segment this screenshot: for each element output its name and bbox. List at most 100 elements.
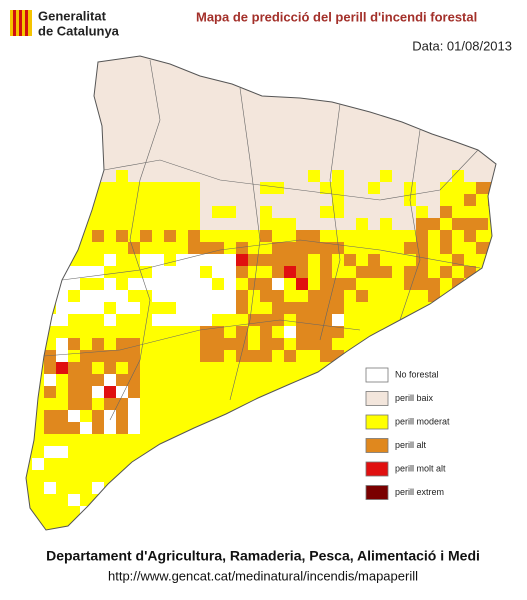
map-cell (68, 458, 80, 470)
map-cell (176, 302, 188, 314)
map-cell (416, 146, 428, 158)
map-cell (104, 278, 116, 290)
map-cell (272, 338, 284, 350)
map-cell (260, 122, 272, 134)
map-cell (176, 278, 188, 290)
map-cell (152, 182, 164, 194)
map-cell (224, 338, 236, 350)
map-cell (356, 266, 368, 278)
map-cell (212, 146, 224, 158)
map-cell (140, 218, 152, 230)
map-cell (140, 350, 152, 362)
map-cell (32, 434, 44, 446)
map-cell (164, 74, 176, 86)
map-cell (380, 230, 392, 242)
map-cell (332, 170, 344, 182)
map-cell (80, 302, 92, 314)
map-cell (140, 434, 152, 446)
map-cell (224, 206, 236, 218)
map-cell (260, 110, 272, 122)
map-cell (200, 110, 212, 122)
map-cell (392, 206, 404, 218)
map-cell (284, 194, 296, 206)
map-cell (368, 266, 380, 278)
map-cell (272, 170, 284, 182)
map-cell (284, 230, 296, 242)
map-cell (320, 350, 332, 362)
map-cell (104, 338, 116, 350)
map-cell (308, 170, 320, 182)
map-cell (80, 458, 92, 470)
map-cell (68, 494, 80, 506)
map-cell (164, 206, 176, 218)
map-cell (260, 254, 272, 266)
map-cell (188, 146, 200, 158)
map-cell (212, 86, 224, 98)
map-cell (32, 494, 44, 506)
map-cell (44, 386, 56, 398)
map-cell (92, 386, 104, 398)
map-cell (92, 218, 104, 230)
map-cell (32, 482, 44, 494)
map-cell (116, 434, 128, 446)
map-cell (224, 158, 236, 170)
map-cell (188, 266, 200, 278)
map-cell (356, 158, 368, 170)
map-cell (392, 182, 404, 194)
map-cell (128, 194, 140, 206)
map-cell (428, 134, 440, 146)
map-cell (392, 134, 404, 146)
map-cell (224, 218, 236, 230)
map-cell (44, 446, 56, 458)
map-cell (140, 326, 152, 338)
map-cell (188, 374, 200, 386)
map-cell (116, 254, 128, 266)
map-cell (56, 458, 68, 470)
map-cell (44, 518, 56, 530)
map-cell (44, 374, 56, 386)
map-cell (200, 230, 212, 242)
map-cell (56, 446, 68, 458)
map-cell (356, 194, 368, 206)
map-cell (392, 266, 404, 278)
map-cell (128, 362, 140, 374)
map-cell (416, 254, 428, 266)
map-cell (356, 302, 368, 314)
map-cell (116, 278, 128, 290)
map-cell (296, 110, 308, 122)
map-cell (308, 266, 320, 278)
map-cell (248, 206, 260, 218)
map-cell (80, 254, 92, 266)
map-cell (140, 230, 152, 242)
map-cell (152, 146, 164, 158)
map-cell (320, 134, 332, 146)
map-cell (164, 302, 176, 314)
map-cell (392, 170, 404, 182)
map-cell (248, 302, 260, 314)
map-cell (320, 338, 332, 350)
map-cell (152, 98, 164, 110)
map-cell (404, 290, 416, 302)
map-cell (128, 290, 140, 302)
map-cell (128, 122, 140, 134)
map-cell (452, 218, 464, 230)
map-cell (320, 122, 332, 134)
map-cell (92, 278, 104, 290)
map-cell (236, 158, 248, 170)
map-cell (176, 422, 188, 434)
map-cell (224, 290, 236, 302)
map-cell (476, 218, 488, 230)
map-cell (104, 218, 116, 230)
map-cell (416, 170, 428, 182)
map-cell (308, 290, 320, 302)
map-cell (140, 386, 152, 398)
map-cell (200, 242, 212, 254)
map-cell (284, 326, 296, 338)
map-cell (416, 290, 428, 302)
map-cell (92, 314, 104, 326)
border (399, 129, 421, 321)
map-cell (272, 98, 284, 110)
map-cell (104, 410, 116, 422)
map-cell (200, 350, 212, 362)
map-cell (260, 98, 272, 110)
